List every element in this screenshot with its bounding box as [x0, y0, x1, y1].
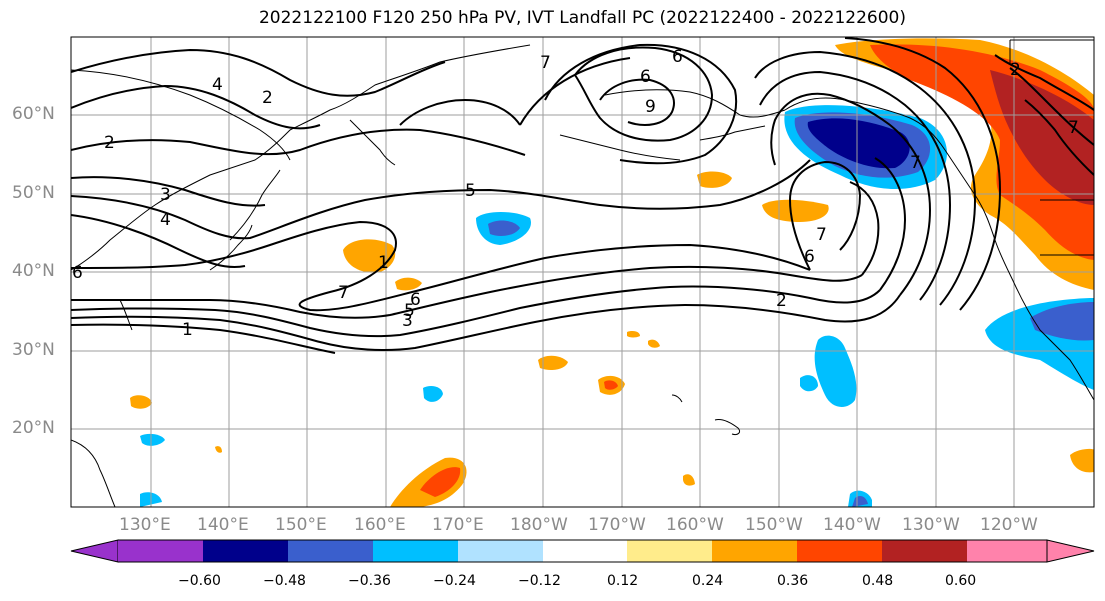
- colorbar-tick: −0.60: [178, 573, 221, 589]
- colorbar-tick: 0.36: [777, 573, 809, 589]
- contour-label: 7: [816, 225, 827, 245]
- contour-label: 6: [672, 47, 683, 67]
- contour-label: 6: [72, 263, 83, 283]
- contour-label: 7: [338, 283, 349, 303]
- contour-label: 4: [212, 75, 223, 95]
- contour-label: 5: [404, 301, 415, 321]
- colorbar-tick: −0.12: [518, 573, 561, 589]
- lat-label-20n: 20°N: [12, 418, 55, 438]
- colorbar-bin: [203, 540, 288, 562]
- colorbar-tick: 0.48: [862, 573, 894, 589]
- contour-label: 2: [104, 133, 115, 153]
- colorbar-tick: 0.12: [607, 573, 639, 589]
- contour-label: 2: [1010, 60, 1021, 80]
- lon-label-160w: 160°W: [666, 515, 724, 535]
- lon-label-170w: 170°W: [588, 515, 646, 535]
- contour-label: 4: [160, 210, 171, 230]
- lat-label-30n: 30°N: [12, 340, 55, 360]
- contour-label: 7: [1068, 118, 1079, 138]
- lon-label-160e: 160°E: [354, 515, 406, 535]
- pv-contours: [71, 37, 1094, 354]
- contour-labels: 2 4 2 3 4 5 6 6 9 7 1 7 6 5 3 1 7 6 2 7 …: [72, 47, 1079, 340]
- colorbar-bin: [882, 540, 967, 562]
- contour-label: 3: [402, 311, 413, 331]
- contour-label: 2: [776, 291, 787, 311]
- colorbar-bin: [797, 540, 882, 562]
- colorbar-bin: [543, 540, 627, 562]
- map-frame: [70, 36, 1095, 508]
- lat-label-60n: 60°N: [12, 104, 55, 124]
- coastlines: [71, 39, 1094, 507]
- colorbar-tick: 0.60: [945, 573, 977, 589]
- negative-shading: [140, 105, 1094, 507]
- colorbar-extend-max: [1046, 539, 1095, 563]
- graticule: [71, 37, 1094, 507]
- lon-label-170e: 170°E: [432, 515, 484, 535]
- contour-label: 6: [410, 290, 421, 310]
- lon-label-130w: 130°W: [902, 515, 960, 535]
- colorbar: [70, 539, 1095, 563]
- colorbar-tick: 0.24: [692, 573, 724, 589]
- colorbar-tick: −0.48: [263, 573, 306, 589]
- contour-label: 7: [910, 153, 921, 173]
- colorbar-extend-min: [70, 539, 119, 563]
- lon-label-120w: 120°W: [980, 515, 1038, 535]
- colorbar-bin: [712, 540, 797, 562]
- colorbar-bin: [373, 540, 458, 562]
- pos-region-west-pacific: [343, 239, 396, 273]
- contour-label: 9: [645, 97, 656, 117]
- lat-label-50n: 50°N: [12, 183, 55, 203]
- colorbar-bin: [458, 540, 543, 562]
- contour-label: 6: [640, 67, 651, 87]
- lon-label-150w: 150°W: [745, 515, 803, 535]
- lon-label-130e: 130°E: [119, 515, 171, 535]
- colorbar-bin: [967, 540, 1047, 562]
- contour-label: 5: [465, 181, 476, 201]
- map-title: 2022122100 F120 250 hPa PV, IVT Landfall…: [258, 8, 906, 28]
- colorbar-bin: [627, 540, 712, 562]
- contour-label: 6: [804, 247, 815, 267]
- contour-label: 2: [262, 88, 273, 108]
- contour-label: 1: [378, 253, 389, 273]
- lat-label-40n: 40°N: [12, 261, 55, 281]
- lon-label-140w: 140°W: [823, 515, 881, 535]
- colorbar-tick: −0.36: [348, 573, 391, 589]
- lon-label-150e: 150°E: [275, 515, 327, 535]
- colorbar-tick: −0.24: [433, 573, 476, 589]
- lon-label-180w: 180°W: [510, 515, 568, 535]
- colorbar-bin: [118, 540, 203, 562]
- contour-label: 1: [182, 320, 193, 340]
- contour-label: 7: [540, 53, 551, 73]
- contour-label: 3: [160, 185, 171, 205]
- colorbar-bin: [288, 540, 373, 562]
- lon-label-140e: 140°E: [197, 515, 249, 535]
